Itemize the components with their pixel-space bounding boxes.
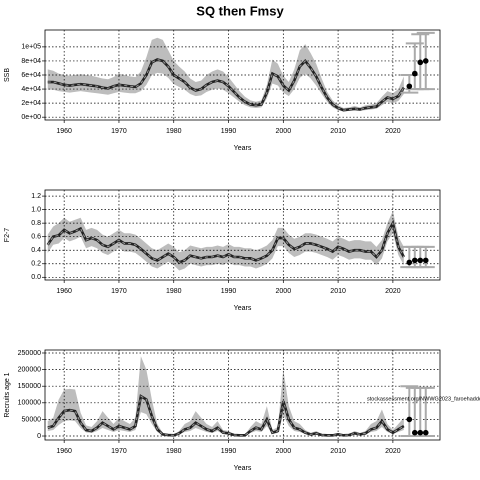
y-tick-label: 0.2 xyxy=(31,261,41,268)
forecast-point xyxy=(422,257,429,264)
x-tick-label: 2020 xyxy=(385,288,401,295)
plot-frame xyxy=(44,349,441,441)
estimate-line-dash xyxy=(47,221,405,263)
forecast-point xyxy=(411,429,418,436)
x-tick-label: 1990 xyxy=(221,448,237,455)
annotation: stockassessment.org/NWWG2023_faroehaddo xyxy=(367,396,480,402)
x-tick-label: 2020 xyxy=(385,128,401,135)
x-tick-label: 2000 xyxy=(276,128,292,135)
confidence-band xyxy=(47,37,404,112)
forecast-point xyxy=(417,59,424,66)
plot-frame xyxy=(44,29,441,121)
figure-title: SQ then Fmsy xyxy=(196,3,284,18)
x-tick-label: 1960 xyxy=(56,128,72,135)
y-tick-label: 200000 xyxy=(18,366,41,373)
x-tick-label: 1970 xyxy=(111,128,127,135)
y-tick-label: 150000 xyxy=(18,383,41,390)
x-axis-label: Years xyxy=(234,465,252,472)
x-tick-label: 2000 xyxy=(276,288,292,295)
y-tick-label: 0e+00 xyxy=(21,114,41,121)
y-axis-label: SSB xyxy=(4,68,11,82)
forecast-point xyxy=(422,58,429,64)
y-tick-label: 100000 xyxy=(18,400,41,407)
forecast-point xyxy=(417,257,424,264)
y-axis-label: Recruits age 1 xyxy=(4,372,11,417)
y-tick-label: 1.0 xyxy=(31,206,41,213)
y-tick-label: 0 xyxy=(37,433,41,440)
y-tick-label: 0.0 xyxy=(31,274,41,281)
y-tick-label: 0.4 xyxy=(31,247,41,254)
panel: 1960 1970 1980 1990 2000 2010 2020 0e+00 2e+04 4e… xyxy=(4,29,441,152)
x-tick-label: 1970 xyxy=(111,448,127,455)
forecast-point xyxy=(406,83,413,90)
x-tick-label: 1980 xyxy=(166,128,182,135)
y-tick-label: 0.6 xyxy=(31,234,41,241)
y-tick-label: 8e+04 xyxy=(21,58,41,65)
forecast-point xyxy=(406,416,413,423)
x-axis-label: Years xyxy=(234,305,252,312)
forecast-point xyxy=(417,429,424,436)
x-tick-label: 2010 xyxy=(330,128,346,135)
y-axis-label: F2-7 xyxy=(4,228,11,243)
panel: 1960 1970 1980 1990 2000 2010 2020 0 50000 100000… xyxy=(4,349,480,472)
y-tick-label: 1.2 xyxy=(31,193,41,200)
x-tick-label: 2010 xyxy=(330,288,346,295)
estimate-line-dash xyxy=(47,58,405,111)
x-tick-label: 1980 xyxy=(166,448,182,455)
y-tick-label: 2e+04 xyxy=(21,100,41,107)
estimate-line xyxy=(47,394,405,437)
y-tick-label: 50000 xyxy=(22,416,42,423)
panel: 1960 1970 1980 1990 2000 2010 2020 0.0 0.2 0.4 0.6… xyxy=(4,189,441,312)
confidence-band xyxy=(47,210,404,271)
forecast-point xyxy=(422,429,429,436)
x-tick-label: 1980 xyxy=(166,288,182,295)
x-tick-label: 2010 xyxy=(330,448,346,455)
x-tick-label: 2000 xyxy=(276,448,292,455)
y-tick-label: 4e+04 xyxy=(21,86,41,93)
x-tick-label: 2020 xyxy=(385,448,401,455)
forecast-point xyxy=(411,70,418,77)
forecast-point xyxy=(406,259,413,266)
y-tick-label: 6e+04 xyxy=(21,72,41,79)
y-tick-label: 250000 xyxy=(18,350,41,357)
plot-frame xyxy=(44,189,441,281)
x-tick-label: 1970 xyxy=(111,288,127,295)
x-tick-label: 1960 xyxy=(56,288,72,295)
x-tick-label: 1990 xyxy=(221,128,237,135)
forecast-point xyxy=(411,257,418,264)
y-tick-label: 1e+05 xyxy=(21,44,41,51)
x-tick-label: 1960 xyxy=(56,448,72,455)
x-tick-label: 1990 xyxy=(221,288,237,295)
x-axis-label: Years xyxy=(234,145,252,152)
y-tick-label: 0.8 xyxy=(31,220,41,227)
